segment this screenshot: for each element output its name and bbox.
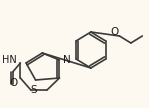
Text: O: O bbox=[110, 27, 118, 37]
Text: O: O bbox=[10, 78, 18, 88]
Text: N: N bbox=[63, 55, 71, 65]
Text: HN: HN bbox=[2, 55, 17, 65]
Text: S: S bbox=[30, 85, 37, 95]
